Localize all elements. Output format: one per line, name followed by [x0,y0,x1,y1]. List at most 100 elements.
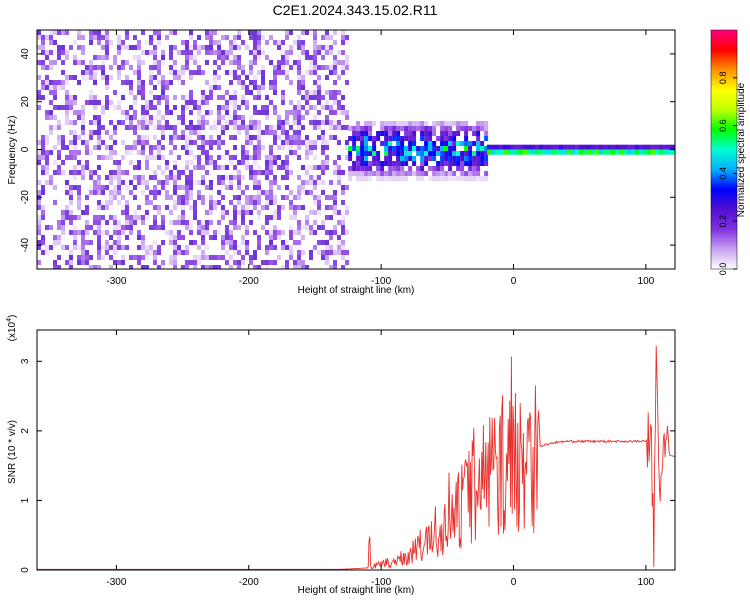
heatmap-cell [257,155,261,160]
heatmap-cell [93,185,97,190]
heatmap-cell [97,205,101,210]
heatmap-cell [201,175,205,180]
heatmap-cell [237,30,241,35]
heatmap-cell [297,120,301,125]
heatmap-cell [233,240,237,245]
heatmap-cell [380,171,385,176]
heatmap-x-axis-label: Height of straight line (km) [298,285,415,296]
heatmap-cell [301,260,305,265]
heatmap-cell [309,175,313,180]
heatmap-cell [201,250,205,255]
heatmap-cell [253,265,257,269]
heatmap-cell [209,140,213,145]
heatmap-cell [321,160,325,165]
heatmap-cell [101,35,105,40]
heatmap-cell [117,35,121,40]
heatmap-cell [273,130,277,135]
heatmap-cell [149,145,153,150]
heatmap-cell [233,250,237,255]
heatmap-cell [37,60,41,65]
heatmap-cell [293,215,297,220]
x-tick-label: -200 [239,276,259,287]
heatmap-cell [249,175,253,180]
heatmap-cell [169,140,173,145]
heatmap-cell [233,105,237,110]
heatmap-cell [257,55,261,60]
heatmap-cell [325,35,329,40]
heatmap-cell [337,110,341,115]
heatmap-cell [408,136,413,141]
heatmap-cell [89,75,93,80]
heatmap-cell [81,130,85,135]
heatmap-cell [189,150,193,155]
heatmap-cell [261,85,265,90]
heatmap-cell [420,171,425,176]
heatmap-cell [341,110,345,115]
heatmap-cell [273,80,277,85]
heatmap-cell [89,240,93,245]
heatmap-cell [325,250,329,255]
heatmap-cell [448,146,453,151]
heatmap-cell [117,185,121,190]
heatmap-cell [173,235,177,240]
heatmap-cell [149,190,153,195]
heatmap-cell [73,150,77,155]
heatmap-cell [480,126,485,131]
heatmap-cell [297,105,301,110]
heatmap-cell [197,125,201,130]
heatmap-cell [396,126,401,131]
heatmap-cell [420,126,425,131]
heatmap-cell [277,215,281,220]
heatmap-cell [301,190,305,195]
heatmap-cell [503,144,507,150]
heatmap-cell [396,131,401,136]
heatmap-cell [309,105,313,110]
heatmap-cell [117,120,121,125]
heatmap-cell [137,120,141,125]
heatmap-cell [133,110,137,115]
heatmap-cell [392,166,397,171]
heatmap-cell [301,205,305,210]
heatmap-cell [205,95,209,100]
heatmap-cell [440,151,445,156]
heatmap-cell [209,220,213,225]
heatmap-cell [392,136,397,141]
heatmap-cell [165,110,169,115]
heatmap-cell [221,35,225,40]
heatmap-cell [93,55,97,60]
heatmap-cell [149,35,153,40]
heatmap-cell [113,240,117,245]
heatmap-cell [65,205,69,210]
heatmap-cell [129,160,133,165]
heatmap-cell [388,176,393,181]
y-tick-label: 20 [20,96,31,108]
heatmap-cell [265,260,269,265]
heatmap-cell [197,35,201,40]
heatmap-cell [229,120,233,125]
heatmap-cell [599,149,603,155]
heatmap-cell [113,150,117,155]
heatmap-cell [105,240,109,245]
heatmap-cell [448,171,453,176]
heatmap-cell [209,35,213,40]
heatmap-cell [241,255,245,260]
heatmap-cell [201,95,205,100]
heatmap-cell [559,144,563,150]
heatmap-cell [137,85,141,90]
heatmap-cell [69,215,73,220]
heatmap-cell [101,105,105,110]
heatmap-cell [201,235,205,240]
heatmap-cell [444,121,449,126]
heatmap-cell [345,65,349,70]
heatmap-cell [368,171,373,176]
heatmap-cell [623,149,627,155]
heatmap-cell [65,210,69,215]
heatmap-cell [73,235,77,240]
heatmap-cell [480,176,485,181]
heatmap-cell [333,30,337,35]
heatmap-cell [253,155,257,160]
heatmap-cell [317,175,321,180]
heatmap-cell [297,35,301,40]
heatmap-cell [388,161,393,166]
heatmap-cell [133,125,137,130]
